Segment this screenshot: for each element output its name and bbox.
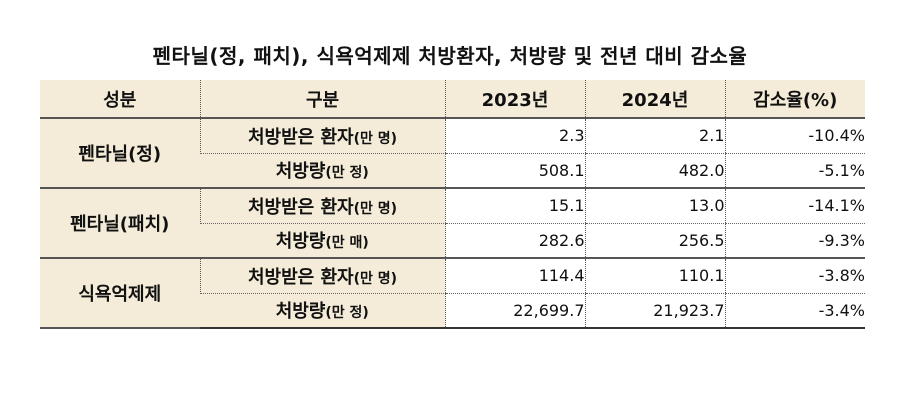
header-component: 성분 [40, 80, 200, 119]
category-cell: 처방받은 환자(만 명) [199, 118, 445, 154]
table-row: 처방량(만 정) 22,699.7 21,923.7 -3.4% [40, 293, 865, 329]
category-label: 처방량 [275, 301, 326, 323]
header-change-rate: 감소율(%) [724, 80, 865, 119]
category-label: 처방받은 환자 [247, 126, 354, 148]
change-value: -10.4% [724, 118, 865, 154]
category-unit: (만 명) [353, 130, 398, 147]
prescription-table: 성분 구분 2023년 2024년 감소율(%) 펜타닐(정) 처방받은 환자(… [40, 80, 865, 329]
value-2024: 21,923.7 [584, 293, 725, 329]
table-row: 처방량(만 매) 282.6 256.5 -9.3% [40, 223, 865, 259]
component-cell: 식욕억제제 [40, 258, 200, 329]
change-value: -3.4% [724, 293, 865, 329]
category-cell: 처방받은 환자(만 명) [199, 258, 445, 294]
category-unit: (만 정) [325, 305, 369, 322]
category-cell: 처방받은 환자(만 명) [199, 188, 445, 224]
change-value: -9.3% [724, 223, 865, 259]
header-row: 성분 구분 2023년 2024년 감소율(%) [40, 80, 865, 119]
value-2023: 22,699.7 [444, 293, 585, 329]
value-2023: 282.6 [444, 223, 585, 259]
change-value: -3.8% [724, 258, 865, 294]
header-year-2023: 2023년 [444, 80, 585, 119]
category-label: 처방량 [275, 161, 326, 183]
category-unit: (만 명) [353, 200, 398, 217]
category-cell: 처방량(만 정) [200, 293, 445, 329]
value-2024: 256.5 [584, 223, 725, 259]
change-value: -5.1% [724, 153, 865, 189]
value-2023: 15.1 [444, 188, 585, 224]
category-unit: (만 정) [325, 165, 369, 182]
value-2024: 110.1 [584, 258, 725, 294]
value-2023: 114.4 [444, 258, 585, 294]
value-2023: 508.1 [444, 153, 585, 189]
value-2023: 2.3 [444, 118, 585, 154]
category-cell: 처방량(만 정) [200, 153, 445, 189]
component-cell: 펜타닐(패치) [40, 188, 200, 259]
category-label: 처방받은 환자 [247, 266, 354, 288]
table-row: 처방량(만 정) 508.1 482.0 -5.1% [40, 153, 865, 189]
value-2024: 2.1 [584, 118, 725, 154]
table-row: 식욕억제제 처방받은 환자(만 명) 114.4 110.1 -3.8% [40, 258, 865, 329]
category-label: 처방량 [275, 231, 326, 253]
value-2024: 482.0 [584, 153, 725, 189]
value-2024: 13.0 [584, 188, 725, 224]
category-cell: 처방량(만 매) [200, 223, 445, 259]
change-value: -14.1% [724, 188, 865, 224]
table-row: 펜타닐(패치) 처방받은 환자(만 명) 15.1 13.0 -14.1% [40, 188, 865, 259]
header-category: 구분 [199, 80, 445, 119]
header-year-2024: 2024년 [584, 80, 725, 119]
table-row: 펜타닐(정) 처방받은 환자(만 명) 2.3 2.1 -10.4% [40, 118, 865, 189]
category-unit: (만 명) [353, 270, 398, 287]
component-cell: 펜타닐(정) [40, 118, 200, 189]
category-label: 처방받은 환자 [247, 196, 354, 218]
category-unit: (만 매) [325, 235, 369, 252]
table-title: 펜타닐(정, 패치), 식욕억제제 처방환자, 처방량 및 전년 대비 감소율 [152, 44, 748, 68]
